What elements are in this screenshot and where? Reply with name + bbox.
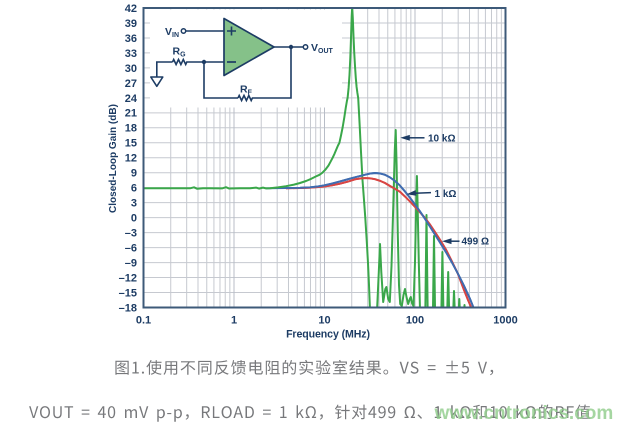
svg-text:6: 6 (131, 183, 137, 195)
svg-text:100: 100 (406, 315, 424, 327)
svg-text:33: 33 (125, 48, 137, 60)
svg-text:–9: –9 (125, 258, 137, 270)
svg-text:12: 12 (125, 153, 137, 165)
svg-text:24: 24 (125, 93, 138, 105)
svg-text:499 Ω: 499 Ω (462, 236, 489, 247)
svg-text:10 kΩ: 10 kΩ (428, 133, 455, 144)
svg-text:21: 21 (125, 108, 137, 120)
svg-text:15: 15 (125, 138, 137, 150)
svg-text:www.cntronics.com: www.cntronics.com (434, 403, 614, 424)
svg-text:–12: –12 (119, 272, 137, 284)
svg-text:–6: –6 (125, 243, 137, 255)
svg-text:1 kΩ: 1 kΩ (435, 189, 457, 200)
svg-text:30: 30 (125, 63, 137, 75)
svg-text:9: 9 (131, 168, 137, 180)
svg-text:–15: –15 (119, 287, 137, 299)
svg-text:10: 10 (318, 315, 330, 327)
svg-text:–18: –18 (119, 302, 137, 314)
svg-text:1: 1 (231, 315, 237, 327)
svg-text:0.1: 0.1 (136, 315, 151, 327)
svg-text:Frequency (MHz): Frequency (MHz) (286, 329, 370, 341)
svg-text:39: 39 (125, 18, 137, 30)
svg-text:0: 0 (131, 213, 137, 225)
svg-text:36: 36 (125, 33, 137, 45)
svg-text:3: 3 (131, 198, 137, 210)
svg-text:27: 27 (125, 78, 137, 90)
svg-text:1000: 1000 (493, 315, 517, 327)
svg-text:42: 42 (125, 3, 137, 15)
svg-text:–3: –3 (125, 228, 137, 240)
svg-text:18: 18 (125, 123, 137, 135)
svg-text:Closed-Loop Gain (dB): Closed-Loop Gain (dB) (108, 104, 119, 213)
